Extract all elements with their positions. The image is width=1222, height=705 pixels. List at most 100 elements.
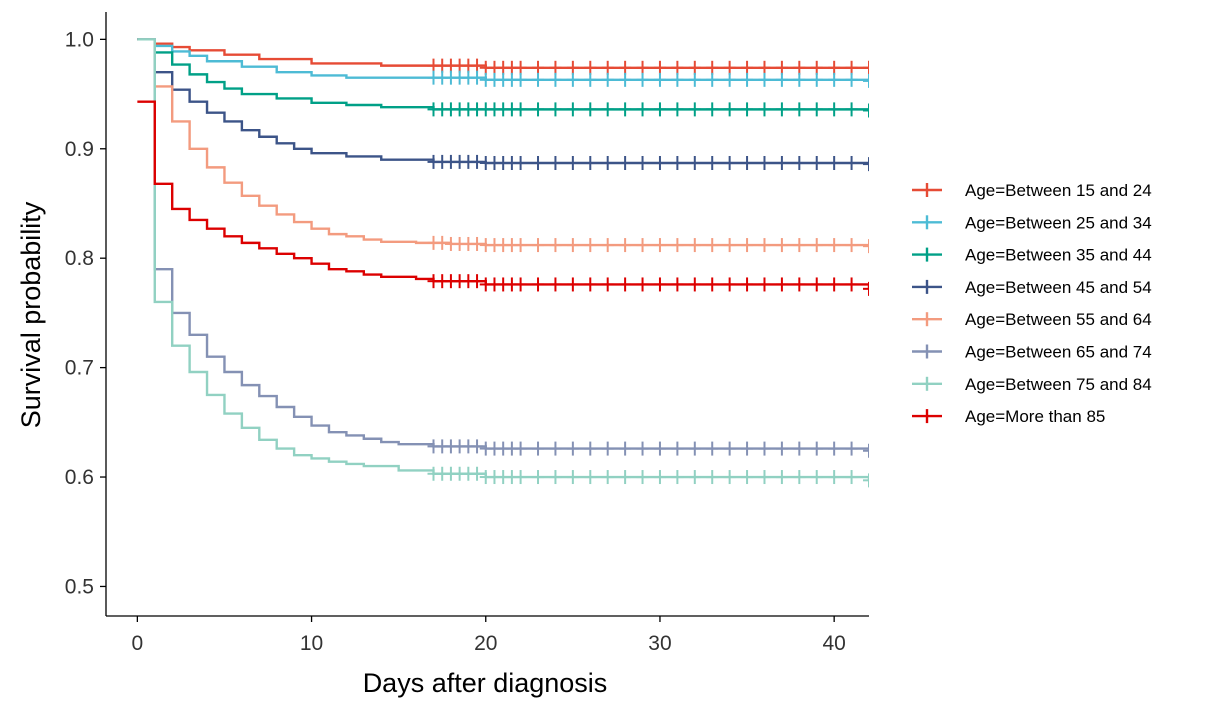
censor-mark (845, 72, 858, 87)
censor-mark (549, 441, 562, 456)
censor-mark (706, 72, 719, 87)
censor-mark (549, 470, 562, 485)
censor-mark (532, 238, 545, 253)
censor-mark (723, 238, 736, 253)
censor-mark (741, 60, 754, 75)
censor-mark (471, 439, 484, 454)
censor-mark (619, 238, 632, 253)
censor-mark (863, 443, 869, 458)
censor-mark (584, 441, 597, 456)
censor-mark (653, 277, 666, 292)
censor-mark (775, 60, 788, 75)
censor-mark (741, 470, 754, 485)
x-tick-label: 20 (474, 632, 497, 655)
legend-label: Age=Between 25 and 34 (965, 213, 1152, 232)
censor-mark (566, 60, 579, 75)
censor-mark (601, 156, 614, 170)
censor-mark (566, 238, 579, 253)
censor-mark (863, 60, 869, 75)
censor-mark (741, 441, 754, 456)
censor-mark (549, 72, 562, 87)
censor-mark (671, 470, 684, 485)
censor-mark (706, 238, 719, 253)
legend-item: Age=Between 25 and 34 (912, 213, 1152, 232)
censor-mark (688, 72, 701, 87)
censor-mark (758, 238, 771, 253)
censor-mark (723, 156, 736, 170)
censor-mark (584, 102, 597, 117)
censor-mark (566, 102, 579, 117)
censor-mark (810, 277, 823, 292)
censor-mark (514, 72, 527, 87)
y-tick-label: 1.0 (65, 28, 94, 51)
legend-key (912, 279, 942, 294)
censor-mark (793, 72, 806, 87)
legend-item: Age=Between 15 and 24 (912, 181, 1152, 200)
series-line-1 (137, 38, 869, 70)
censor-mark (549, 156, 562, 170)
censor-mark (601, 441, 614, 456)
censor-mark (653, 238, 666, 253)
censor-mark (653, 72, 666, 87)
legend-label: Age=Between 55 and 64 (965, 310, 1152, 329)
censor-mark (706, 102, 719, 117)
censor-mark (532, 156, 545, 170)
censor-mark (828, 441, 841, 456)
censor-mark (532, 277, 545, 292)
censor-mark (653, 470, 666, 485)
censor-mark (584, 238, 597, 253)
censor-mark (601, 102, 614, 117)
censor-mark (636, 277, 649, 292)
censor-mark (758, 470, 771, 485)
censor-mark (636, 156, 649, 170)
legend-label: Age=Between 45 and 54 (965, 278, 1152, 297)
censor-mark (758, 72, 771, 87)
censor-mark (706, 470, 719, 485)
censor-mark (532, 72, 545, 87)
censor-mark (793, 156, 806, 170)
censor-mark (828, 238, 841, 253)
censor-mark (653, 156, 666, 170)
censor-mark (828, 277, 841, 292)
censor-mark (619, 102, 632, 117)
legend-item: Age=Between 55 and 64 (912, 310, 1152, 329)
censor-mark (671, 156, 684, 170)
censor-mark (793, 102, 806, 117)
series-line-6 (137, 38, 869, 451)
axis-layer: 0 10 20 30 40 0.5 0.6 0.7 0.8 0.9 1.0 (65, 12, 869, 655)
legend-label: Age=Between 15 and 24 (965, 181, 1152, 200)
censor-mark (845, 60, 858, 75)
censor-mark (741, 156, 754, 170)
y-axis-label: Survival probability (16, 201, 46, 428)
censor-mark (636, 441, 649, 456)
censor-mark (845, 102, 858, 117)
censor-mark (584, 277, 597, 292)
censor-mark (793, 238, 806, 253)
censor-mark (688, 470, 701, 485)
censor-mark (671, 238, 684, 253)
legend-key (912, 215, 942, 230)
censor-mark (619, 60, 632, 75)
censor-mark (653, 60, 666, 75)
censor-mark (549, 60, 562, 75)
legend: Age=Between 15 and 24 Age=Between 25 and … (912, 181, 1152, 426)
censor-mark (706, 277, 719, 292)
censor-mark (810, 470, 823, 485)
censor-mark (723, 102, 736, 117)
censor-mark (863, 103, 869, 118)
censor-mark (549, 238, 562, 253)
series-line-3 (137, 38, 869, 111)
censor-mark (671, 72, 684, 87)
x-tick-label: 10 (300, 632, 323, 655)
y-tick-label: 0.9 (65, 138, 94, 161)
censor-mark (828, 156, 841, 170)
censor-mark (828, 470, 841, 485)
censor-mark (810, 72, 823, 87)
censor-mark (549, 277, 562, 292)
censor-mark (532, 102, 545, 117)
censor-mark (584, 72, 597, 87)
censor-mark (810, 60, 823, 75)
censor-mark (671, 277, 684, 292)
censor-mark (688, 238, 701, 253)
legend-item: Age=More than 85 (912, 407, 1105, 426)
